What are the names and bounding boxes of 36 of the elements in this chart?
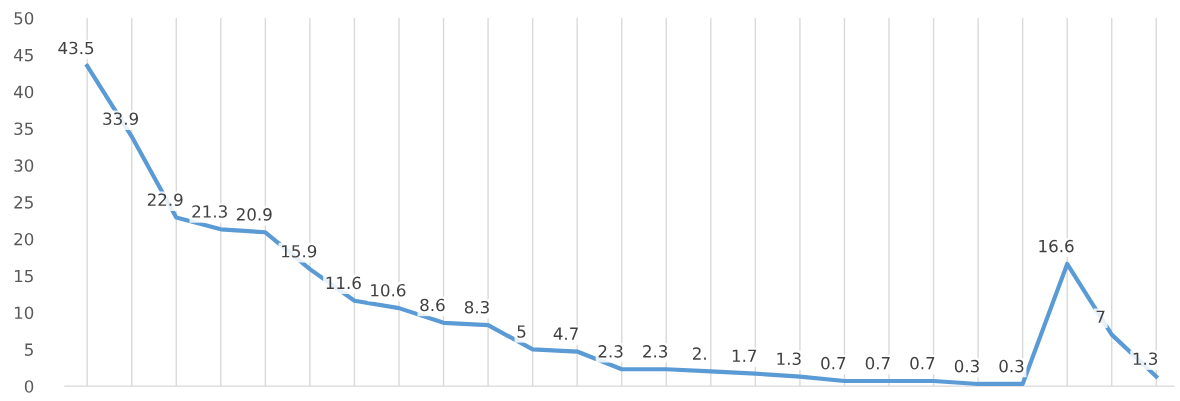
data-label: 2. — [692, 347, 706, 360]
data-label: 1.7 — [732, 349, 757, 362]
data-label: 8.3 — [464, 300, 489, 314]
data-label: 8.6 — [420, 298, 445, 312]
y-tick-label: 0 — [24, 380, 34, 393]
y-tick-label: 25 — [14, 196, 33, 209]
y-tick-label: 45 — [13, 49, 33, 62]
data-label: 0.7 — [910, 356, 935, 370]
data-label: 33.9 — [103, 112, 138, 126]
y-tick-label: 40 — [13, 85, 34, 99]
data-label: 20.9 — [236, 208, 272, 221]
y-tick-label: 15 — [14, 269, 33, 283]
data-label: 22.9 — [147, 193, 183, 206]
y-tick-label: 50 — [14, 12, 34, 25]
data-label: 2.3 — [598, 345, 623, 358]
data-label: 0.7 — [865, 356, 890, 370]
data-label: 1.3 — [777, 352, 801, 366]
data-label: 21.3 — [192, 205, 227, 218]
data-label: 15.9 — [282, 244, 317, 258]
y-tick-label: 5 — [25, 343, 33, 356]
data-label: 10.6 — [371, 283, 406, 297]
data-label: 4.7 — [553, 327, 578, 340]
y-tick-label: 35 — [14, 122, 33, 136]
data-label: 2.3 — [643, 345, 668, 358]
data-label: 11.6 — [326, 276, 361, 290]
data-label: 5 — [517, 325, 526, 338]
data-label: 43.5 — [58, 41, 94, 55]
data-label: 1.3 — [1133, 352, 1158, 366]
data-label: 0.7 — [821, 356, 846, 370]
y-tick-label: 20 — [14, 232, 34, 246]
y-tick-label: 10 — [14, 306, 34, 320]
data-label: 7 — [1096, 310, 1105, 323]
data-label: 16.6 — [1039, 239, 1074, 253]
data-label: 0.3 — [999, 359, 1024, 373]
data-label: 0.3 — [954, 359, 979, 373]
y-tick-label: 30 — [14, 159, 34, 172]
